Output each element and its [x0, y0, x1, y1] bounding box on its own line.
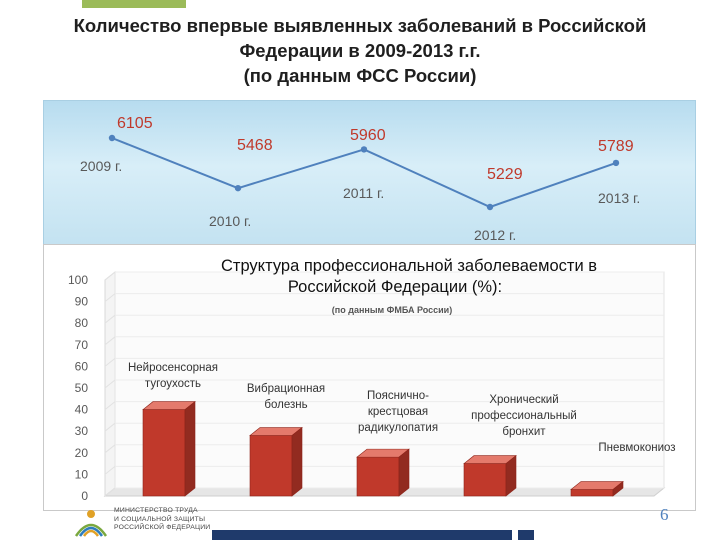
ministry-name-line-1: МИНИСТЕРСТВО ТРУДА — [114, 507, 198, 514]
slide-title: Количество впервые выявленных заболевани… — [0, 13, 720, 88]
line-chart-panel — [43, 100, 696, 247]
footer-bar — [212, 530, 512, 540]
slide-title-line-3: (по данным ФСС России) — [243, 65, 477, 86]
top-accent-bar — [82, 0, 186, 8]
ministry-name-line-2: И СОЦИАЛЬНОЙ ЗАЩИТЫ — [114, 515, 206, 523]
page-number: 6 — [660, 505, 669, 524]
ministry-name: МИНИСТЕРСТВО ТРУДА И СОЦИАЛЬНОЙ ЗАЩИТЫ Р… — [114, 507, 210, 533]
slide-title-line-1: Количество впервые выявленных заболевани… — [73, 15, 647, 36]
footer-bar-small — [518, 530, 534, 540]
bar-chart-panel — [43, 244, 696, 511]
ministry-logo — [74, 510, 108, 537]
slide-title-line-2: Федерации в 2009-2013 г.г. — [239, 40, 481, 61]
ministry-name-line-3: РОССИЙСКОЙ ФЕДЕРАЦИИ — [114, 524, 211, 531]
